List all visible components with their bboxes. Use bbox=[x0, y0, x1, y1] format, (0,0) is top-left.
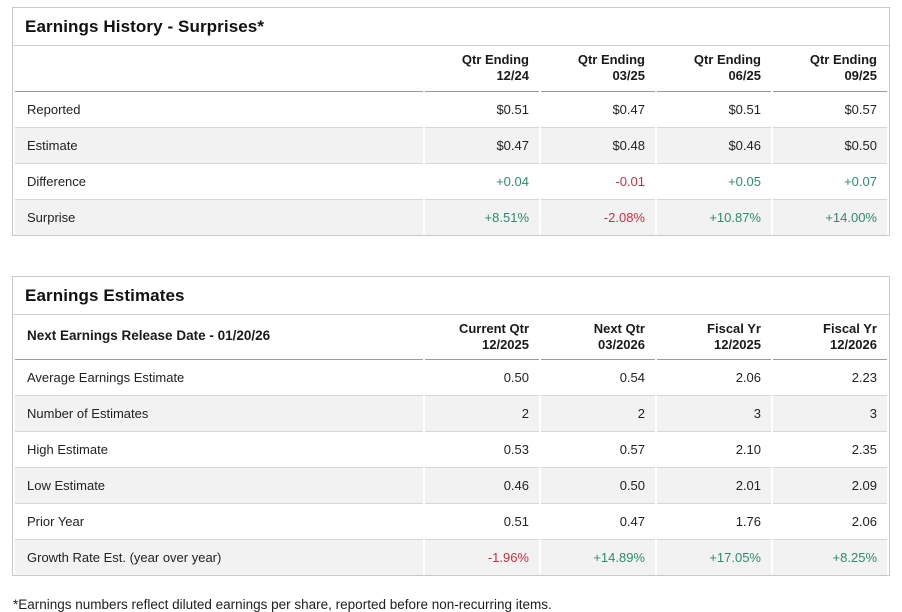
table-row-reported: Reported $0.51 $0.47 $0.51 $0.57 bbox=[15, 92, 887, 127]
cell-value: 0.53 bbox=[425, 431, 539, 467]
cell-value: 3 bbox=[657, 395, 771, 431]
cell-value: +0.05 bbox=[657, 162, 771, 199]
cell-value: +14.89% bbox=[541, 539, 655, 575]
table-row-estimate: Estimate $0.47 $0.48 $0.46 $0.50 bbox=[15, 126, 887, 163]
cell-value: +10.87% bbox=[657, 198, 771, 235]
row-label: Estimate bbox=[15, 126, 423, 163]
column-header-fiscal-yr-2025: Fiscal Yr 12/2025 bbox=[657, 315, 771, 360]
row-label: Difference bbox=[15, 162, 423, 199]
cell-value: -0.01 bbox=[541, 162, 655, 199]
column-header-qtr-0925: Qtr Ending 09/25 bbox=[773, 46, 887, 92]
cell-value: $0.57 bbox=[844, 101, 877, 117]
next-earnings-release-date: Next Earnings Release Date - 01/20/26 bbox=[15, 315, 423, 360]
cell-value: 2 bbox=[425, 395, 539, 431]
earnings-estimates-header-row: Next Earnings Release Date - 01/20/26 Cu… bbox=[15, 315, 887, 360]
cell-value: 2.01 bbox=[657, 467, 771, 503]
cell-value: +8.51% bbox=[425, 198, 539, 235]
cell-value: 2.10 bbox=[657, 431, 771, 467]
row-label: Low Estimate bbox=[15, 467, 423, 503]
cell-value: $0.51 bbox=[496, 101, 529, 117]
cell-value: $0.48 bbox=[541, 126, 655, 163]
earnings-history-header-row: Qtr Ending 12/24 Qtr Ending 03/25 Qtr En… bbox=[15, 46, 887, 92]
cell-value: 0.51 bbox=[425, 503, 539, 539]
table-row-surprise: Surprise +8.51% -2.08% +10.87% +14.00% bbox=[15, 198, 887, 235]
earnings-history-table: Qtr Ending 12/24 Qtr Ending 03/25 Qtr En… bbox=[13, 46, 889, 235]
cell-value: -2.08% bbox=[541, 198, 655, 235]
earnings-history-title: Earnings History - Surprises* bbox=[13, 8, 889, 46]
table-row-number-of-estimates: Number of Estimates 2 2 3 3 bbox=[15, 395, 887, 431]
row-label: Growth Rate Est. (year over year) bbox=[15, 539, 423, 575]
earnings-estimates-table: Next Earnings Release Date - 01/20/26 Cu… bbox=[13, 315, 889, 575]
cell-value: 0.50 bbox=[541, 467, 655, 503]
row-label: Average Earnings Estimate bbox=[27, 370, 185, 385]
earnings-history-header-spacer bbox=[15, 46, 423, 92]
column-header-qtr-0625: Qtr Ending 06/25 bbox=[657, 46, 771, 92]
column-header-next-qtr: Next Qtr 03/2026 bbox=[541, 315, 655, 360]
column-header-qtr-1224: Qtr Ending 12/24 bbox=[425, 46, 539, 92]
cell-value: $0.46 bbox=[657, 126, 771, 163]
cell-value: 2.06 bbox=[773, 503, 887, 539]
cell-value: 2.35 bbox=[773, 431, 887, 467]
cell-value: +0.07 bbox=[773, 162, 887, 199]
cell-value: 0.46 bbox=[425, 467, 539, 503]
row-label: Reported bbox=[27, 101, 81, 117]
cell-value: -1.96% bbox=[425, 539, 539, 575]
earnings-history-card: Earnings History - Surprises* Qtr Ending… bbox=[12, 7, 890, 236]
cell-value: +14.00% bbox=[773, 198, 887, 235]
table-row-average-earnings-estimate: Average Earnings Estimate 0.50 0.54 2.06… bbox=[15, 360, 887, 395]
cell-value: $0.47 bbox=[612, 101, 645, 117]
row-label: High Estimate bbox=[15, 431, 423, 467]
column-header-qtr-0325: Qtr Ending 03/25 bbox=[541, 46, 655, 92]
cell-value: 1.76 bbox=[657, 503, 771, 539]
cell-value: 2.23 bbox=[851, 370, 877, 385]
cell-value: +8.25% bbox=[773, 539, 887, 575]
row-label: Number of Estimates bbox=[15, 395, 423, 431]
earnings-estimates-card: Earnings Estimates Next Earnings Release… bbox=[12, 275, 890, 576]
cell-value: +17.05% bbox=[657, 539, 771, 575]
cell-value: 2.06 bbox=[735, 370, 761, 385]
table-row-high-estimate: High Estimate 0.53 0.57 2.10 2.35 bbox=[15, 431, 887, 467]
cell-value: 0.47 bbox=[541, 503, 655, 539]
earnings-estimates-title: Earnings Estimates bbox=[13, 277, 889, 315]
column-header-current-qtr: Current Qtr 12/2025 bbox=[425, 315, 539, 360]
cell-value: 0.54 bbox=[619, 370, 645, 385]
cell-value: 3 bbox=[773, 395, 887, 431]
earnings-footnote: *Earnings numbers reflect diluted earnin… bbox=[13, 597, 552, 612]
table-row-prior-year: Prior Year 0.51 0.47 1.76 2.06 bbox=[15, 503, 887, 539]
column-header-fiscal-yr-2026: Fiscal Yr 12/2026 bbox=[773, 315, 887, 360]
cell-value: +0.04 bbox=[425, 162, 539, 199]
cell-value: $0.50 bbox=[773, 126, 887, 163]
cell-value: 2.09 bbox=[773, 467, 887, 503]
cell-value: $0.51 bbox=[728, 101, 761, 117]
cell-value: 0.57 bbox=[541, 431, 655, 467]
row-label: Surprise bbox=[15, 198, 423, 235]
table-row-difference: Difference +0.04 -0.01 +0.05 +0.07 bbox=[15, 162, 887, 199]
cell-value: 2 bbox=[541, 395, 655, 431]
cell-value: $0.47 bbox=[425, 126, 539, 163]
row-label: Prior Year bbox=[15, 503, 423, 539]
table-row-low-estimate: Low Estimate 0.46 0.50 2.01 2.09 bbox=[15, 467, 887, 503]
cell-value: 0.50 bbox=[503, 370, 529, 385]
table-row-growth-rate: Growth Rate Est. (year over year) -1.96%… bbox=[15, 539, 887, 575]
